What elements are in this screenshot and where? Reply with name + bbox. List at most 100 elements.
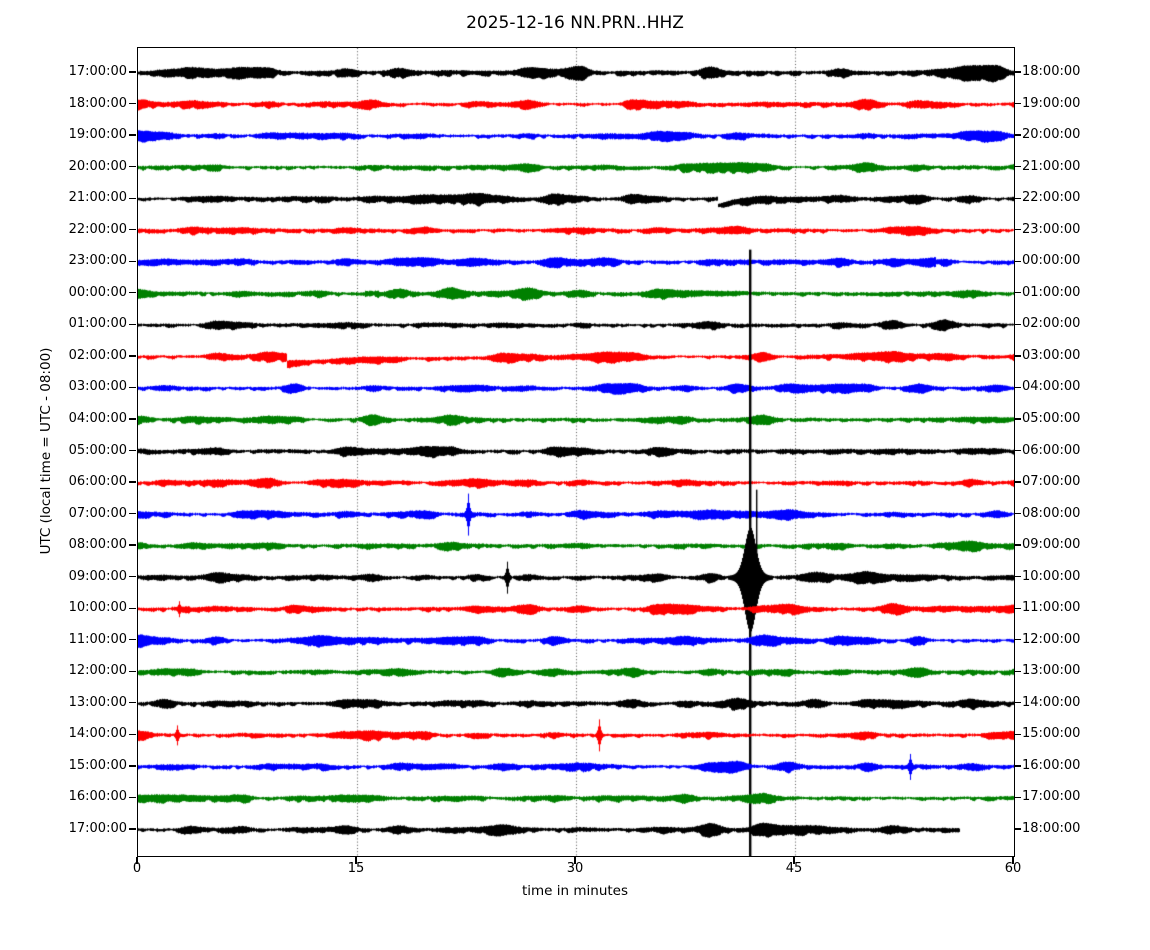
utc-time-label: 11:00:00 xyxy=(68,631,127,647)
left-tick-mark xyxy=(129,292,136,294)
local-time-label: 18:00:00 xyxy=(1022,64,1081,79)
local-time-label: 14:00:00 xyxy=(1022,694,1081,710)
local-time-label: 10:00:00 xyxy=(1022,568,1081,584)
left-tick-mark xyxy=(129,134,136,136)
left-tick-mark xyxy=(129,796,136,799)
left-tick-mark xyxy=(129,323,136,325)
left-tick-mark xyxy=(129,197,136,199)
minutes-tick-label: 45 xyxy=(785,861,803,876)
utc-time-label: 05:00:00 xyxy=(68,442,127,458)
local-time-label: 00:00:00 xyxy=(1022,253,1081,269)
left-tick-mark xyxy=(129,481,136,483)
x-axis-label: time in minutes xyxy=(521,883,629,899)
local-time-label: 09:00:00 xyxy=(1022,537,1081,553)
utc-time-label: 19:00:00 xyxy=(68,127,127,143)
utc-time-label: 15:00:00 xyxy=(68,757,127,773)
left-tick-mark xyxy=(129,607,136,609)
right-tick-mark xyxy=(1014,229,1021,231)
bottom-tick-mark xyxy=(355,856,357,864)
utc-time-label: 07:00:00 xyxy=(68,505,127,521)
utc-time-label: 00:00:00 xyxy=(68,284,127,300)
left-tick-mark xyxy=(129,702,136,704)
right-tick-mark xyxy=(1014,355,1021,357)
local-time-label: 21:00:00 xyxy=(1022,158,1081,174)
left-tick-mark xyxy=(129,733,136,736)
right-tick-mark xyxy=(1014,165,1021,168)
utc-time-label: 16:00:00 xyxy=(68,789,127,805)
left-tick-mark xyxy=(129,639,136,641)
utc-time-label: 06:00:00 xyxy=(68,474,127,490)
utc-time-label: 22:00:00 xyxy=(68,221,127,237)
y-axis-label: UTC (local time = UTC - 08:00) xyxy=(38,347,54,555)
left-tick-mark xyxy=(129,71,136,73)
local-time-label: 17:00:00 xyxy=(1022,789,1081,805)
local-time-label: 03:00:00 xyxy=(1022,347,1081,363)
utc-time-label: 21:00:00 xyxy=(68,190,127,206)
local-time-label: 11:00:00 xyxy=(1022,600,1081,616)
right-tick-mark xyxy=(1014,449,1021,452)
utc-time-label: 18:00:00 xyxy=(68,95,127,111)
right-tick-mark xyxy=(1014,576,1021,578)
left-tick-mark xyxy=(129,386,136,389)
right-tick-mark xyxy=(1014,292,1021,294)
right-tick-mark xyxy=(1014,323,1021,325)
left-tick-mark xyxy=(129,449,136,452)
bottom-tick-mark xyxy=(1012,856,1014,864)
utc-time-label: 09:00:00 xyxy=(68,568,127,584)
local-time-label: 02:00:00 xyxy=(1022,316,1081,332)
local-time-label: 19:00:00 xyxy=(1022,95,1081,111)
local-time-label: 12:00:00 xyxy=(1022,631,1081,647)
utc-time-label: 01:00:00 xyxy=(68,316,127,332)
right-tick-mark xyxy=(1014,197,1021,199)
minutes-tick-label: 15 xyxy=(347,861,365,876)
minutes-tick-label: 0 xyxy=(132,861,142,876)
local-time-label: 04:00:00 xyxy=(1022,379,1081,395)
left-tick-mark xyxy=(129,355,136,357)
local-time-label: 08:00:00 xyxy=(1022,505,1081,521)
local-time-label: 20:00:00 xyxy=(1022,127,1081,143)
right-tick-mark xyxy=(1014,670,1021,672)
right-tick-mark xyxy=(1014,733,1021,736)
right-tick-mark xyxy=(1014,607,1021,609)
right-tick-mark xyxy=(1014,134,1021,136)
bottom-tick-mark xyxy=(574,856,576,864)
utc-time-label: 20:00:00 xyxy=(68,158,127,174)
right-tick-mark xyxy=(1014,639,1021,641)
left-tick-mark xyxy=(129,102,136,105)
local-time-label: 01:00:00 xyxy=(1022,284,1081,300)
left-tick-mark xyxy=(129,512,136,515)
local-time-label: 05:00:00 xyxy=(1022,410,1081,426)
right-tick-mark xyxy=(1014,765,1021,767)
utc-time-label: 03:00:00 xyxy=(68,379,127,395)
local-time-label: 07:00:00 xyxy=(1022,474,1081,490)
left-tick-mark xyxy=(129,229,136,231)
left-tick-mark xyxy=(129,418,136,420)
local-time-label: 23:00:00 xyxy=(1022,221,1081,237)
right-tick-mark xyxy=(1014,481,1021,483)
right-tick-mark xyxy=(1014,512,1021,515)
bottom-tick-mark xyxy=(793,856,795,864)
utc-time-label: 12:00:00 xyxy=(68,663,127,679)
left-tick-mark xyxy=(129,544,136,546)
left-tick-mark xyxy=(129,165,136,168)
utc-time-label: 13:00:00 xyxy=(68,694,127,710)
seismogram-traces-canvas xyxy=(138,48,1014,856)
right-tick-mark xyxy=(1014,418,1021,420)
left-tick-mark xyxy=(129,670,136,672)
right-tick-mark xyxy=(1014,260,1021,262)
right-tick-mark xyxy=(1014,702,1021,704)
utc-time-label: 08:00:00 xyxy=(68,537,127,553)
left-tick-mark xyxy=(129,828,136,830)
left-tick-mark xyxy=(129,576,136,578)
chart-title: 2025-12-16 NN.PRN..HHZ xyxy=(466,13,684,33)
local-time-label: 06:00:00 xyxy=(1022,442,1081,458)
local-time-label: 15:00:00 xyxy=(1022,726,1081,742)
minutes-tick-label: 30 xyxy=(566,861,584,876)
right-tick-mark xyxy=(1014,71,1021,73)
right-tick-mark xyxy=(1014,386,1021,389)
right-tick-mark xyxy=(1014,544,1021,546)
utc-time-label: 23:00:00 xyxy=(68,253,127,269)
minutes-tick-label: 60 xyxy=(1004,861,1022,876)
utc-time-label: 10:00:00 xyxy=(68,600,127,616)
